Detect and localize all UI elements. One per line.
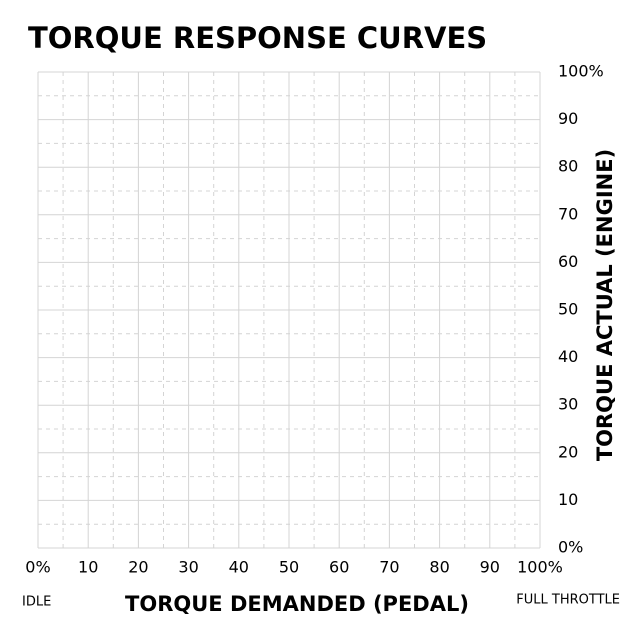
x-tick-label: 10 [78, 558, 98, 577]
x-tick-label: 80 [429, 558, 449, 577]
y-tick-label: 50 [558, 300, 578, 319]
x-tick-label: 30 [178, 558, 198, 577]
x-tick-label: 40 [229, 558, 249, 577]
x-tick-label: 70 [379, 558, 399, 577]
y-tick-label: 10 [558, 490, 578, 509]
x-start-label: IDLE [22, 595, 51, 610]
y-tick-label: 60 [558, 252, 578, 271]
y-tick-label: 0% [558, 538, 583, 557]
y-tick-label: 40 [558, 347, 578, 366]
chart-title: TORQUE RESPONSE CURVES [28, 21, 487, 55]
x-tick-label: 90 [480, 558, 500, 577]
y-tick-label: 20 [558, 442, 578, 461]
y-tick-label: 30 [558, 395, 578, 414]
x-end-label: FULL THROTTLE [516, 593, 620, 608]
x-tick-label: 50 [279, 558, 299, 577]
x-axis-label: TORQUE DEMANDED (PEDAL) [125, 592, 469, 616]
x-tick-label: 100% [517, 558, 563, 577]
y-tick-label: 80 [558, 157, 578, 176]
x-tick-label: 20 [128, 558, 148, 577]
y-tick-label: 100% [558, 62, 604, 81]
y-axis-label: TORQUE ACTUAL (ENGINE) [593, 149, 617, 461]
y-tick-label: 90 [558, 109, 578, 128]
x-tick-label: 60 [329, 558, 349, 577]
y-tick-label: 70 [558, 204, 578, 223]
x-tick-label: 0% [25, 558, 50, 577]
